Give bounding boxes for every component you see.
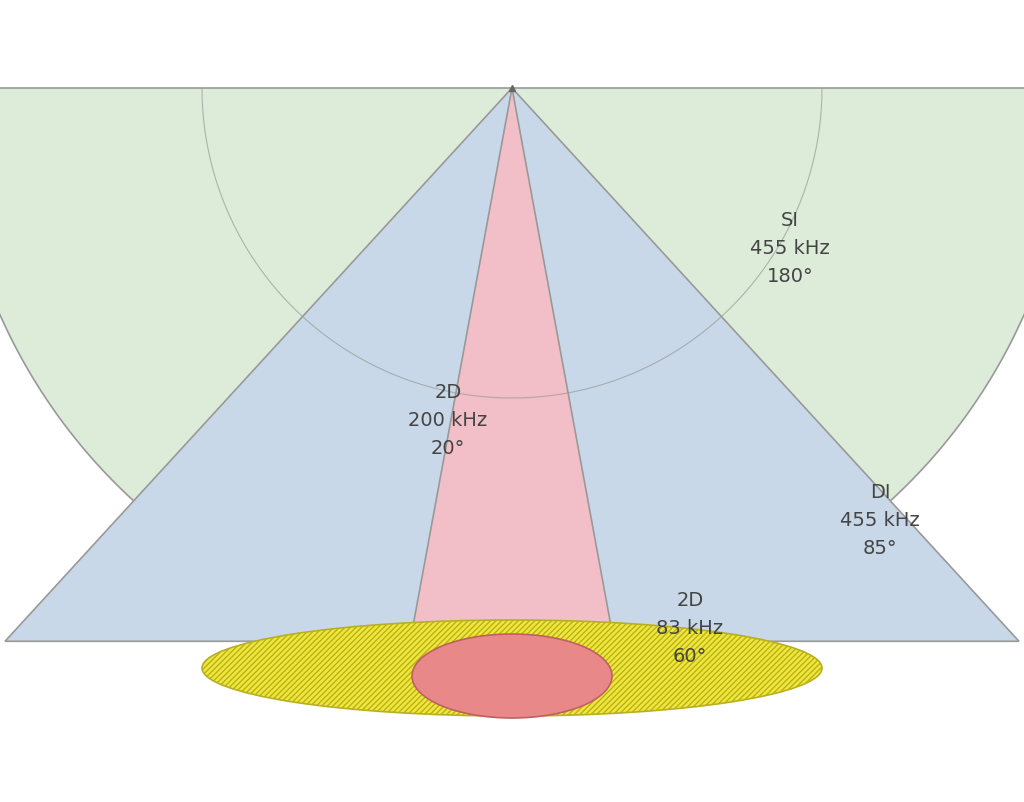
Polygon shape: [0, 88, 1024, 648]
Ellipse shape: [202, 620, 822, 716]
Text: DI
455 kHz
85°: DI 455 kHz 85°: [840, 483, 920, 557]
Polygon shape: [5, 88, 1019, 642]
Text: 2D
83 kHz
60°: 2D 83 kHz 60°: [656, 590, 724, 666]
Text: 2D
200 kHz
20°: 2D 200 kHz 20°: [409, 383, 487, 457]
Polygon shape: [406, 88, 618, 668]
Ellipse shape: [412, 634, 612, 718]
Text: SI
455 kHz
180°: SI 455 kHz 180°: [751, 210, 829, 286]
